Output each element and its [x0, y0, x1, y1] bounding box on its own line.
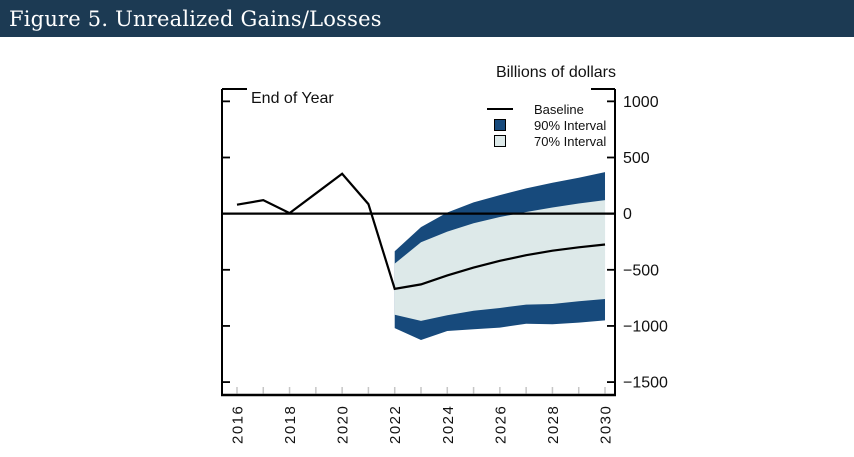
figure-title: Figure 5. Unrealized Gains/Losses [9, 6, 382, 31]
legend-label-70-interval: 70% Interval [534, 133, 607, 149]
y-tick-label: −1000 [623, 318, 668, 335]
legend-label-baseline: Baseline [534, 101, 584, 117]
legend-swatch-cell [478, 108, 522, 110]
legend-row-90-interval: 90% Interval [478, 117, 606, 133]
fan-chart: 1000 500 0 −500 −1000 −1500 2016 2018 2020 2022 20… [221, 88, 668, 444]
band-70-square-swatch [494, 135, 506, 147]
x-tick-label: 2026 [492, 405, 509, 444]
y-tick-label: 0 [623, 206, 632, 223]
x-tick-label: 2024 [440, 405, 457, 444]
legend-row-70-interval: 70% Interval [478, 133, 606, 149]
x-tick-label: 2028 [545, 405, 562, 444]
x-tick-label: 2030 [598, 405, 615, 444]
chart-area: 1000 500 0 −500 −1000 −1500 2016 2018 2020 2022 20… [0, 37, 854, 457]
y-tick-label: −500 [623, 262, 659, 279]
y-tick-label: 1000 [623, 94, 659, 111]
baseline-series-line [236, 172, 606, 291]
band-90-square-swatch [494, 119, 506, 131]
legend-label-90-interval: 90% Interval [534, 117, 607, 133]
legend-swatch-cell [478, 119, 522, 131]
y-tick-label: −1500 [623, 375, 668, 392]
legend-row-baseline: Baseline [478, 101, 606, 117]
x-tick-label: 2018 [282, 405, 299, 444]
x-tick-label: 2020 [335, 405, 352, 444]
x-tick-label: 2016 [229, 405, 246, 444]
chart-legend: Baseline 90% Interval 70% Interval [478, 101, 606, 149]
y-axis-units-label: Billions of dollars [495, 64, 616, 81]
baseline-line-swatch [487, 108, 513, 110]
legend-swatch-cell [478, 135, 522, 147]
x-tick-label: 2022 [387, 405, 404, 444]
end-of-year-label: End of Year [251, 90, 334, 107]
y-tick-label: 500 [623, 150, 650, 167]
figure-title-bar: Figure 5. Unrealized Gains/Losses [0, 0, 854, 37]
